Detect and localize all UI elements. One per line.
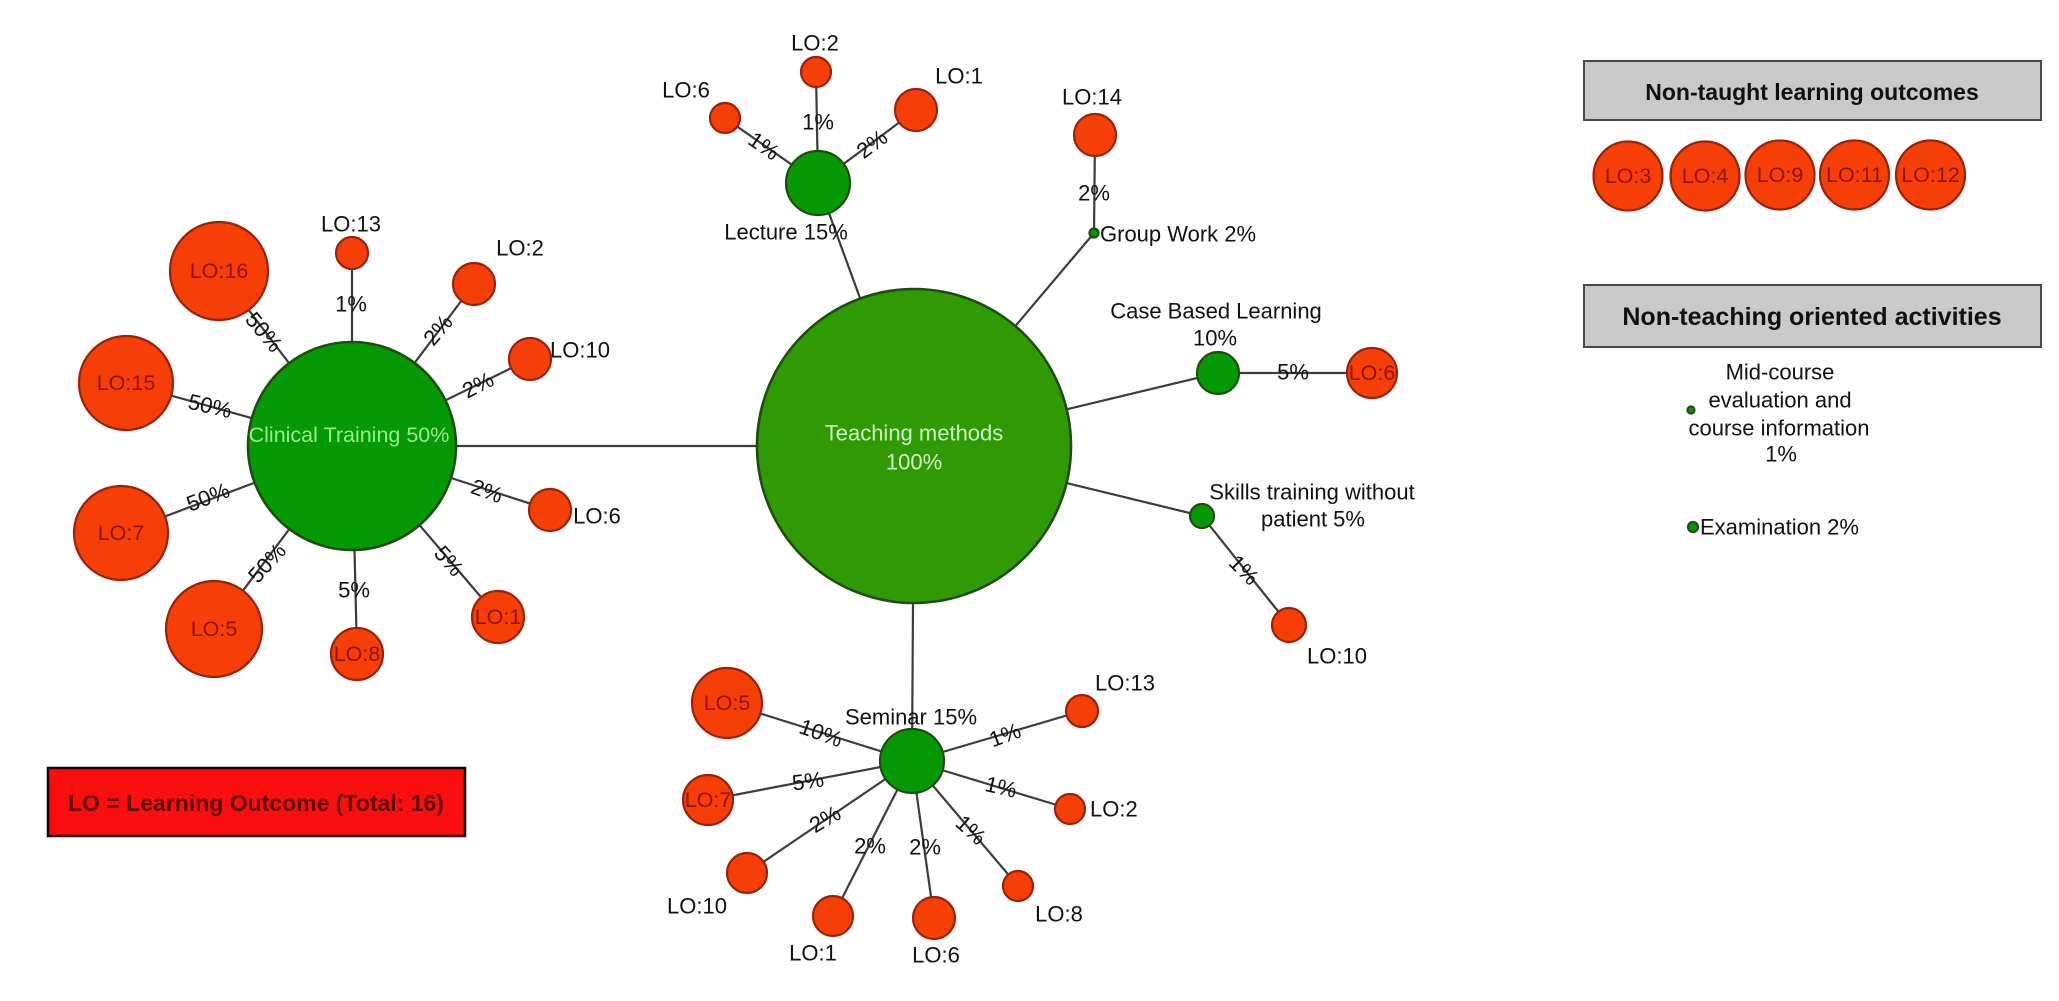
svg-text:LO:2: LO:2 — [496, 236, 544, 261]
svg-text:1%: 1% — [1765, 442, 1797, 467]
svg-text:LO:10: LO:10 — [1307, 644, 1367, 669]
svg-text:LO:7: LO:7 — [98, 521, 145, 545]
svg-text:LO:12: LO:12 — [1901, 163, 1960, 187]
svg-text:course information: course information — [1689, 416, 1870, 441]
svg-text:Seminar 15%: Seminar 15% — [845, 705, 977, 730]
svg-text:Mid-course: Mid-course — [1726, 360, 1835, 385]
svg-text:LO:10: LO:10 — [667, 894, 727, 919]
svg-text:5%: 5% — [791, 766, 826, 795]
svg-text:LO:6: LO:6 — [1349, 361, 1396, 385]
svg-text:LO:7: LO:7 — [685, 788, 732, 812]
svg-text:Non-taught learning outcomes: Non-taught learning outcomes — [1645, 79, 1979, 105]
svg-text:LO:2: LO:2 — [791, 31, 839, 56]
svg-text:LO:6: LO:6 — [573, 504, 621, 529]
svg-text:Skills training without: Skills training without — [1209, 480, 1414, 505]
svg-text:LO:13: LO:13 — [1095, 671, 1155, 696]
svg-text:10%: 10% — [1193, 326, 1237, 351]
svg-text:LO:9: LO:9 — [1757, 163, 1804, 187]
svg-text:100%: 100% — [886, 450, 942, 475]
svg-text:LO:1: LO:1 — [935, 64, 983, 89]
svg-text:patient 5%: patient 5% — [1261, 507, 1365, 532]
svg-text:Case Based Learning: Case Based Learning — [1110, 299, 1322, 324]
svg-text:LO:6: LO:6 — [912, 943, 960, 968]
svg-text:LO:11: LO:11 — [1826, 163, 1883, 187]
svg-text:LO:15: LO:15 — [97, 371, 156, 395]
svg-text:2%: 2% — [1078, 181, 1110, 206]
svg-text:LO:13: LO:13 — [321, 212, 381, 237]
svg-text:LO:14: LO:14 — [1062, 85, 1122, 110]
svg-text:LO = Learning Outcome (Total:: LO = Learning Outcome (Total: 16) — [68, 790, 444, 816]
svg-text:1%: 1% — [335, 292, 367, 317]
svg-text:Group Work 2%: Group Work 2% — [1100, 222, 1256, 247]
svg-text:Clinical Training 50%: Clinical Training 50% — [249, 423, 450, 447]
svg-text:LO:6: LO:6 — [662, 78, 710, 103]
svg-text:1%: 1% — [802, 110, 834, 135]
svg-text:Teaching methods: Teaching methods — [825, 421, 1004, 446]
svg-text:LO:16: LO:16 — [190, 259, 249, 283]
svg-text:Lecture 15%: Lecture 15% — [724, 220, 848, 245]
svg-text:2%: 2% — [854, 834, 886, 859]
svg-text:Examination 2%: Examination 2% — [1700, 515, 1859, 540]
svg-text:LO:1: LO:1 — [475, 605, 522, 629]
svg-text:LO:5: LO:5 — [704, 691, 751, 715]
svg-text:LO:8: LO:8 — [334, 642, 381, 666]
svg-text:5%: 5% — [1277, 360, 1309, 385]
svg-text:LO:5: LO:5 — [191, 617, 238, 641]
svg-text:LO:8: LO:8 — [1035, 902, 1083, 927]
svg-text:LO:2: LO:2 — [1090, 797, 1138, 822]
svg-text:LO:1: LO:1 — [789, 941, 837, 966]
svg-text:Non-teaching oriented activiti: Non-teaching oriented activities — [1622, 303, 2001, 331]
svg-text:5%: 5% — [338, 578, 370, 603]
svg-text:LO:3: LO:3 — [1605, 164, 1652, 188]
svg-text:LO:4: LO:4 — [1682, 164, 1729, 188]
svg-text:2%: 2% — [909, 835, 941, 860]
svg-text:evaluation and: evaluation and — [1708, 388, 1851, 413]
svg-text:LO:10: LO:10 — [550, 338, 610, 363]
